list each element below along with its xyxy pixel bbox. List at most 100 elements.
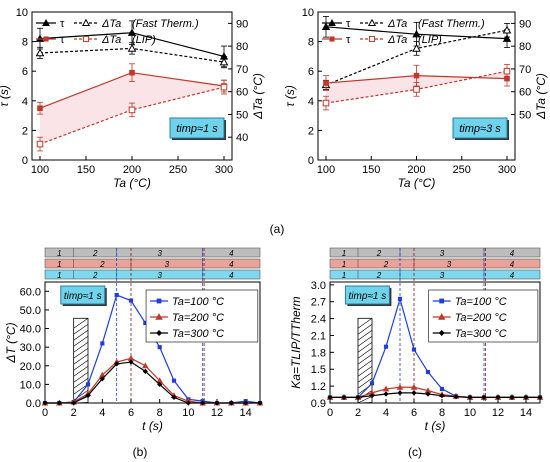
stage-label: 2 <box>99 260 105 269</box>
stage-label: 4 <box>510 271 515 280</box>
y-tick-label: 40.0 <box>20 324 41 336</box>
stage-label: 1 <box>342 249 346 258</box>
x-tick-label: 14 <box>240 407 252 419</box>
y-tick-label: 50.0 <box>20 305 41 317</box>
hatch-line <box>357 318 373 329</box>
annotation-text: timp≈1 s <box>176 123 218 135</box>
data-point <box>114 292 119 298</box>
stage-label: 2 <box>383 260 389 269</box>
series-line-2 <box>45 361 260 404</box>
data-point <box>383 344 389 349</box>
x-axis-label: Ta (°C) <box>398 176 436 190</box>
hatch-line <box>357 366 373 377</box>
data-point <box>171 378 177 383</box>
stage-bar <box>329 258 541 269</box>
x-tick-label: 4 <box>99 407 105 419</box>
y-tick-right-label: 80 <box>519 41 531 53</box>
annotation-box <box>60 285 106 305</box>
chart-a1: 100 150 200 250 300 0 2 4 6 8 10 40 50 60 70 80 90 Ta (°C… <box>0 7 265 190</box>
data-point <box>129 69 135 76</box>
data-point <box>37 105 43 111</box>
data-point <box>537 394 543 400</box>
stage-label: 1 <box>57 260 61 269</box>
hatch-line <box>357 324 373 335</box>
annotation-box <box>344 285 390 305</box>
data-point <box>410 383 418 390</box>
data-point <box>355 394 361 400</box>
stage-label: 3 <box>447 260 452 269</box>
hatch-line <box>73 372 89 383</box>
y-tick-label: 2.1 <box>311 330 326 342</box>
annotation-box <box>452 117 508 139</box>
data-point <box>127 43 137 52</box>
stage-label: 3 <box>440 271 445 280</box>
legend-marker <box>81 18 91 27</box>
data-point <box>523 394 529 400</box>
data-point <box>128 106 136 114</box>
series-line-2 <box>330 392 540 398</box>
data-point <box>219 57 229 66</box>
y-axis-label: ΔT (°C) <box>4 322 18 363</box>
data-point <box>481 394 487 400</box>
hatch-line <box>357 354 373 365</box>
data-point <box>220 83 228 91</box>
hatch-line <box>73 384 89 395</box>
x-axis-label: Ta (°C) <box>113 176 151 190</box>
legend-marker <box>156 298 162 304</box>
x-tick-label: 300 <box>215 164 233 176</box>
hatch-line <box>357 378 373 389</box>
legend-label: Ta=100 °C <box>172 296 224 308</box>
hatch-line <box>357 348 373 359</box>
x-axis-label: t (s) <box>142 419 163 433</box>
data-point <box>509 394 515 400</box>
stage-label: 2 <box>92 249 98 258</box>
x-tick-label: 250 <box>169 164 187 176</box>
x-tick-label: 12 <box>211 407 223 419</box>
x-tick-label: 2 <box>71 407 77 419</box>
data-point <box>412 29 421 38</box>
x-tick-label: 200 <box>123 164 141 176</box>
y-tick-right-label: 40 <box>236 132 248 144</box>
stage-label: 3 <box>157 249 162 258</box>
legend-marker <box>82 35 90 43</box>
x-tick-label: 0 <box>42 407 48 419</box>
panel-label-b: (b) <box>133 445 148 459</box>
x-tick-label: 8 <box>157 407 163 419</box>
y-axis-label-left: τ (s) <box>0 85 11 107</box>
data-point <box>439 386 445 392</box>
y-tick-right-label: 50 <box>236 109 248 121</box>
y-tick-left-label: 8 <box>308 37 314 49</box>
y-tick-label: 3.0 <box>311 280 326 292</box>
data-point <box>85 382 91 387</box>
y-tick-left-label: 8 <box>22 37 28 49</box>
data-point <box>411 347 417 352</box>
stage-label: 4 <box>229 249 234 258</box>
panel-label-a: (a) <box>270 222 285 236</box>
legend-note: (Fast Therm.) <box>418 18 485 30</box>
data-point <box>396 383 404 390</box>
hatch-line <box>73 330 89 341</box>
annotation-box <box>169 117 225 139</box>
x-tick-label: 8 <box>439 407 445 419</box>
legend-label: Ta=200 °C <box>455 312 507 324</box>
data-point <box>341 394 347 400</box>
stage-bar <box>44 269 261 280</box>
y-tick-label: 0.0 <box>26 398 41 410</box>
legend-label: Ta=100 °C <box>455 296 507 308</box>
y-tick-right-label: 60 <box>519 87 531 99</box>
data-point <box>157 381 163 387</box>
data-point <box>85 392 91 399</box>
legend-note: (LIP) <box>132 34 156 46</box>
y-axis-label-left: τ (s) <box>283 85 297 107</box>
x-tick-label: 12 <box>492 407 504 419</box>
y-tick-left-label: 4 <box>22 96 28 108</box>
legend-marker <box>43 36 49 42</box>
hatch-line <box>357 342 373 353</box>
y-tick-left-label: 10 <box>16 7 28 19</box>
y-tick-left-label: 0 <box>22 155 28 167</box>
data-point <box>383 391 389 397</box>
x-tick-label: 150 <box>77 164 95 176</box>
y-tick-right-label: 90 <box>236 18 248 30</box>
x-tick-label: 300 <box>498 164 516 176</box>
data-point <box>503 67 511 75</box>
